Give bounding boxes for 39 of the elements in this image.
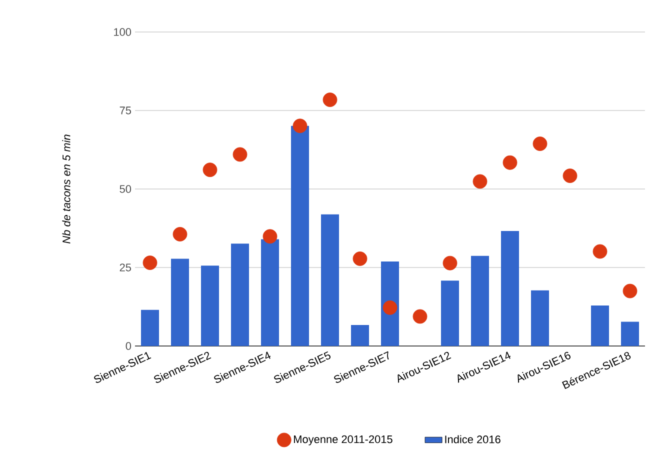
point bbox=[592, 244, 608, 259]
bar bbox=[291, 126, 310, 346]
point bbox=[142, 256, 158, 270]
point bbox=[562, 168, 578, 183]
bar bbox=[321, 214, 340, 346]
y-tick-label: 50 bbox=[120, 185, 132, 193]
point bbox=[262, 229, 278, 244]
point bbox=[172, 227, 188, 242]
bar bbox=[501, 231, 520, 346]
bar bbox=[531, 290, 550, 346]
bar bbox=[261, 239, 280, 346]
point bbox=[412, 309, 428, 324]
y-axis-title: Nb de tacons en 5 min bbox=[62, 134, 70, 244]
bar bbox=[441, 280, 460, 346]
point bbox=[622, 284, 638, 298]
point bbox=[322, 92, 338, 108]
point bbox=[202, 162, 218, 178]
bar bbox=[201, 266, 220, 346]
bar bbox=[141, 310, 160, 346]
legend-label: Indice 2016 bbox=[445, 435, 500, 444]
point bbox=[352, 251, 368, 266]
y-tick-label: 25 bbox=[120, 264, 132, 272]
point bbox=[292, 118, 308, 134]
y-tick-label: 0 bbox=[126, 342, 132, 350]
bar bbox=[591, 305, 610, 346]
bar bbox=[351, 324, 370, 346]
bar bbox=[471, 256, 490, 346]
legend-label: Moyenne 2011-2015 bbox=[294, 435, 392, 446]
y-tick-label: 75 bbox=[120, 106, 132, 114]
point bbox=[382, 300, 398, 315]
bar bbox=[171, 258, 190, 346]
y-tick-label: 100 bbox=[114, 28, 132, 36]
point bbox=[502, 155, 518, 170]
point bbox=[472, 174, 488, 189]
point bbox=[442, 256, 458, 270]
point bbox=[232, 147, 248, 162]
point bbox=[532, 136, 548, 151]
bar bbox=[621, 322, 640, 346]
bar bbox=[231, 244, 250, 346]
